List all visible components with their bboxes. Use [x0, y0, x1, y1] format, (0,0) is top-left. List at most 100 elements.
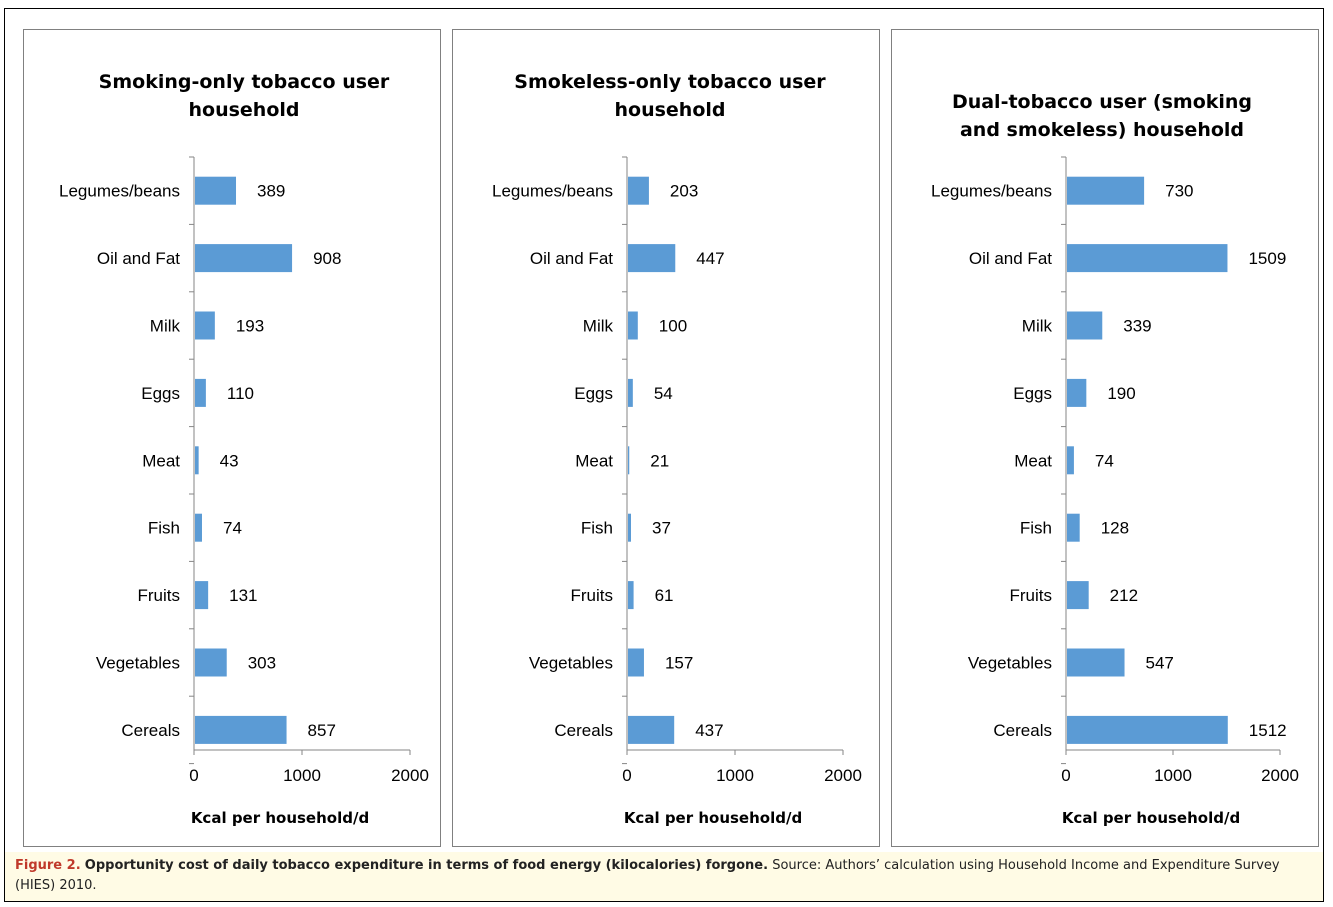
x-tick-label: 1000 — [283, 766, 321, 785]
x-axis-title: Kcal per household/d — [624, 809, 802, 827]
bar — [195, 176, 237, 205]
data-label: 1512 — [1249, 721, 1287, 740]
category-label: Oil and Fat — [969, 249, 1052, 268]
category-label: Oil and Fat — [530, 249, 613, 268]
data-label: 74 — [223, 519, 242, 538]
bar — [1067, 581, 1089, 610]
bar — [195, 446, 199, 475]
bar — [1067, 446, 1074, 475]
x-tick-label: 2000 — [824, 766, 862, 785]
bar — [1067, 648, 1125, 677]
data-label: 389 — [257, 182, 285, 201]
bar — [628, 378, 633, 407]
x-axis-title: Kcal per household/d — [191, 809, 369, 827]
category-label: Meat — [575, 451, 613, 470]
category-label: Cereals — [121, 721, 180, 740]
bar — [195, 244, 293, 273]
category-label: Fish — [581, 519, 613, 538]
bar — [628, 513, 631, 542]
chart-panel-smokeless-only: Smokeless-only tobacco user household 0 100… — [452, 29, 880, 847]
bar — [628, 446, 630, 475]
category-label: Fruits — [1010, 586, 1053, 605]
data-label: 857 — [308, 721, 336, 740]
category-label: Milk — [150, 317, 181, 336]
chart-title-line: and smokeless) household — [960, 119, 1244, 141]
bar — [628, 176, 649, 205]
data-label: 54 — [654, 384, 673, 403]
chart-panel-dual-tobacco: Dual-tobacco user (smoking and smokeless)… — [891, 29, 1319, 847]
data-label: 61 — [655, 586, 674, 605]
data-label: 212 — [1110, 586, 1138, 605]
data-label: 908 — [313, 249, 341, 268]
data-label: 157 — [665, 654, 693, 673]
category-label: Milk — [583, 317, 614, 336]
bar — [195, 513, 202, 542]
category-label: Oil and Fat — [97, 249, 180, 268]
category-label: Fish — [148, 519, 180, 538]
chart-title-line: household — [189, 99, 300, 121]
data-label: 730 — [1165, 182, 1193, 201]
category-label: Legumes/beans — [492, 182, 613, 201]
data-label: 37 — [652, 519, 671, 538]
data-label: 303 — [248, 654, 276, 673]
bar — [1067, 244, 1228, 273]
caption-title: Opportunity cost of daily tobacco expend… — [84, 858, 769, 873]
chart-title-line: Smoking-only tobacco user — [99, 71, 390, 93]
chart-title-line: household — [615, 99, 726, 121]
data-label: 21 — [650, 451, 669, 470]
bar — [195, 581, 209, 610]
x-tick-label: 1000 — [716, 766, 754, 785]
data-label: 339 — [1123, 317, 1151, 336]
x-tick-label: 2000 — [391, 766, 429, 785]
bar — [628, 715, 675, 744]
category-label: Legumes/beans — [931, 182, 1052, 201]
bar — [628, 311, 638, 340]
category-label: Eggs — [574, 384, 613, 403]
category-label: Eggs — [141, 384, 180, 403]
data-label: 43 — [220, 451, 239, 470]
data-label: 447 — [696, 249, 724, 268]
data-label: 190 — [1107, 384, 1135, 403]
bar — [1067, 311, 1103, 340]
data-label: 437 — [695, 721, 723, 740]
figure-caption: Figure 2. Opportunity cost of daily toba… — [5, 852, 1323, 901]
category-label: Fruits — [138, 586, 181, 605]
data-label: 110 — [227, 384, 254, 403]
category-label: Fruits — [571, 586, 614, 605]
category-label: Meat — [1014, 451, 1052, 470]
data-label: 193 — [236, 317, 264, 336]
category-label: Eggs — [1013, 384, 1052, 403]
bar-chart-svg: Smokeless-only tobacco user household 0 100… — [492, 71, 862, 827]
category-label: Milk — [1022, 317, 1053, 336]
chart-panel-smoking-only: Smoking-only tobacco user household 0 1000 2… — [23, 29, 441, 847]
bar — [628, 581, 634, 610]
caption-label: Figure 2. — [15, 858, 81, 873]
bar — [1067, 378, 1087, 407]
bar — [1067, 715, 1228, 744]
category-label: Legumes/beans — [59, 182, 180, 201]
data-label: 131 — [229, 586, 257, 605]
bar — [1067, 513, 1080, 542]
chart-title-line: Smokeless-only tobacco user — [514, 71, 826, 93]
bar — [195, 715, 287, 744]
bar — [1067, 176, 1145, 205]
chart-title-line: Dual-tobacco user (smoking — [952, 91, 1252, 113]
category-label: Fish — [1020, 519, 1052, 538]
x-tick-label: 2000 — [1261, 766, 1299, 785]
category-label: Vegetables — [529, 654, 613, 673]
x-axis-title: Kcal per household/d — [1062, 809, 1240, 827]
data-label: 74 — [1095, 451, 1114, 470]
bar — [195, 648, 227, 677]
data-label: 547 — [1146, 654, 1174, 673]
x-tick-label: 1000 — [1154, 766, 1192, 785]
data-label: 1509 — [1248, 249, 1286, 268]
x-tick-label: 0 — [1061, 766, 1070, 785]
bar — [195, 378, 206, 407]
category-label: Meat — [142, 451, 180, 470]
category-label: Cereals — [993, 721, 1052, 740]
figure-frame: Smoking-only tobacco user household 0 1000 2… — [4, 8, 1324, 902]
bar-chart-svg: Dual-tobacco user (smoking and smokeless)… — [931, 91, 1299, 827]
x-tick-label: 0 — [622, 766, 631, 785]
bar — [628, 244, 676, 273]
category-label: Vegetables — [968, 654, 1052, 673]
